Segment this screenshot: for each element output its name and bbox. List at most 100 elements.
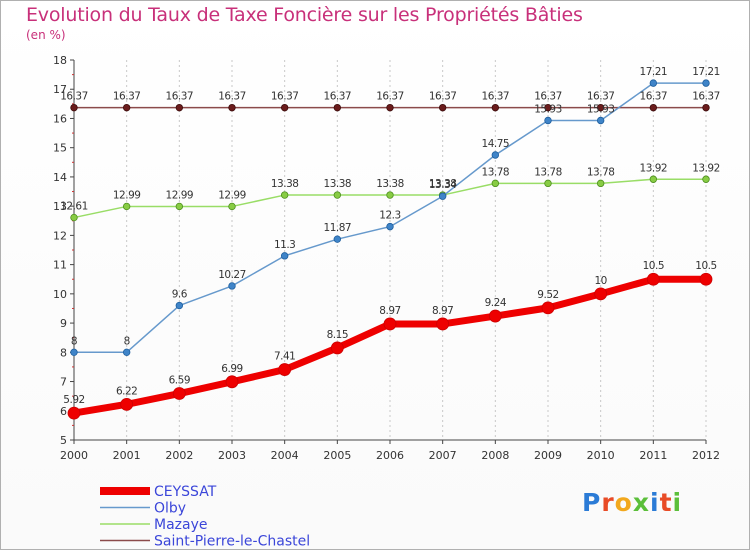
y-axis-unit: (en %) bbox=[26, 28, 66, 42]
data-point bbox=[491, 179, 500, 188]
x-tick-label: 2005 bbox=[323, 449, 351, 462]
data-label: 16.37 bbox=[113, 91, 141, 103]
x-tick-label: 2008 bbox=[481, 449, 509, 462]
x-tick-label: 2006 bbox=[376, 449, 404, 462]
data-point bbox=[438, 192, 447, 200]
data-point bbox=[175, 103, 184, 112]
logo-letter: i bbox=[672, 488, 683, 517]
data-point bbox=[70, 213, 78, 222]
x-tick-label: 2004 bbox=[271, 449, 299, 462]
data-label: 17.21 bbox=[692, 66, 720, 78]
y-tick-label: 14 bbox=[53, 171, 67, 184]
data-label: 7.41 bbox=[274, 351, 295, 363]
logo-letter: t bbox=[659, 488, 673, 517]
y-tick-label: 15 bbox=[53, 142, 67, 155]
data-label: 13.92 bbox=[640, 162, 668, 174]
data-point bbox=[383, 317, 397, 331]
logo-letter: o bbox=[614, 488, 633, 517]
data-label: 13.78 bbox=[587, 166, 615, 178]
data-label: 8 bbox=[71, 335, 77, 347]
x-tick-label: 2007 bbox=[429, 449, 457, 462]
data-point bbox=[649, 175, 658, 183]
y-tick-label: 7 bbox=[60, 376, 67, 389]
data-label: 16.37 bbox=[534, 91, 562, 103]
data-point bbox=[120, 397, 134, 411]
data-label: 13.38 bbox=[271, 178, 299, 190]
x-tick-label: 2001 bbox=[113, 449, 141, 462]
data-label: 12.99 bbox=[166, 189, 194, 201]
data-label: 16.37 bbox=[271, 91, 299, 103]
data-point bbox=[544, 116, 552, 125]
data-label: 6.22 bbox=[116, 385, 137, 397]
data-label: 9.24 bbox=[485, 297, 507, 309]
data-label: 5.92 bbox=[63, 394, 84, 406]
data-point bbox=[646, 272, 660, 286]
y-tick-label: 16 bbox=[53, 112, 67, 125]
data-label: 14.75 bbox=[482, 138, 510, 150]
data-point bbox=[175, 202, 184, 211]
data-point bbox=[544, 103, 552, 112]
data-label: 13.38 bbox=[324, 178, 352, 190]
legend-label: CEYSSAT bbox=[154, 484, 217, 500]
data-label: 16.37 bbox=[482, 91, 510, 103]
data-label: 11.3 bbox=[274, 239, 295, 251]
data-point bbox=[386, 191, 394, 199]
y-tick-label: 11 bbox=[53, 259, 67, 272]
data-label: 16.37 bbox=[324, 91, 352, 103]
data-point bbox=[228, 103, 236, 112]
y-tick-label: 8 bbox=[60, 346, 67, 359]
y-tick-label: 6 bbox=[60, 405, 67, 418]
x-tick-label: 2012 bbox=[692, 449, 720, 462]
data-point bbox=[541, 301, 555, 315]
series-layer bbox=[67, 79, 713, 420]
data-point bbox=[225, 375, 239, 389]
data-label: 10 bbox=[594, 275, 606, 287]
data-point bbox=[333, 235, 342, 243]
data-label: 12.61 bbox=[60, 201, 88, 213]
data-point bbox=[594, 287, 608, 301]
x-tick-label: 2000 bbox=[60, 449, 88, 462]
data-point bbox=[280, 252, 289, 260]
data-label: 13.34 bbox=[429, 179, 457, 191]
data-point bbox=[333, 191, 342, 199]
data-label: 13.78 bbox=[482, 166, 510, 178]
data-point bbox=[596, 103, 605, 112]
data-point bbox=[280, 103, 289, 112]
data-point bbox=[175, 301, 184, 310]
data-label: 12.99 bbox=[113, 189, 141, 201]
data-label: 10.27 bbox=[218, 269, 246, 281]
data-label: 16.37 bbox=[692, 91, 720, 103]
data-point bbox=[386, 222, 394, 231]
data-point bbox=[122, 348, 131, 357]
data-point bbox=[702, 79, 710, 87]
data-point bbox=[699, 272, 713, 286]
data-point bbox=[491, 151, 500, 159]
y-tick-label: 9 bbox=[60, 317, 67, 330]
data-label: 8.97 bbox=[432, 305, 453, 317]
y-tick-label: 10 bbox=[53, 288, 67, 301]
data-label: 10.5 bbox=[643, 260, 664, 272]
data-point bbox=[544, 179, 552, 188]
data-label: 11.87 bbox=[324, 222, 352, 234]
data-label: 16.37 bbox=[587, 91, 615, 103]
data-label: 16.37 bbox=[640, 91, 668, 103]
data-label: 16.37 bbox=[429, 91, 457, 103]
data-point bbox=[649, 103, 658, 112]
legend-label: Olby bbox=[154, 501, 186, 517]
data-point bbox=[702, 103, 710, 112]
data-label: 8.97 bbox=[379, 305, 400, 317]
data-label: 6.59 bbox=[169, 375, 190, 387]
data-label: 16.37 bbox=[218, 91, 246, 103]
data-label: 9.52 bbox=[537, 289, 558, 301]
x-tick-label: 2003 bbox=[218, 449, 246, 462]
logo-letter: r bbox=[601, 488, 615, 517]
logo-letter: x bbox=[632, 488, 650, 517]
y-tick-label: 18 bbox=[53, 54, 67, 67]
data-point bbox=[596, 179, 605, 188]
data-point bbox=[488, 309, 502, 323]
data-label: 15.93 bbox=[534, 104, 562, 116]
y-tick-label: 5 bbox=[60, 434, 67, 447]
x-tick-label: 2010 bbox=[587, 449, 615, 462]
